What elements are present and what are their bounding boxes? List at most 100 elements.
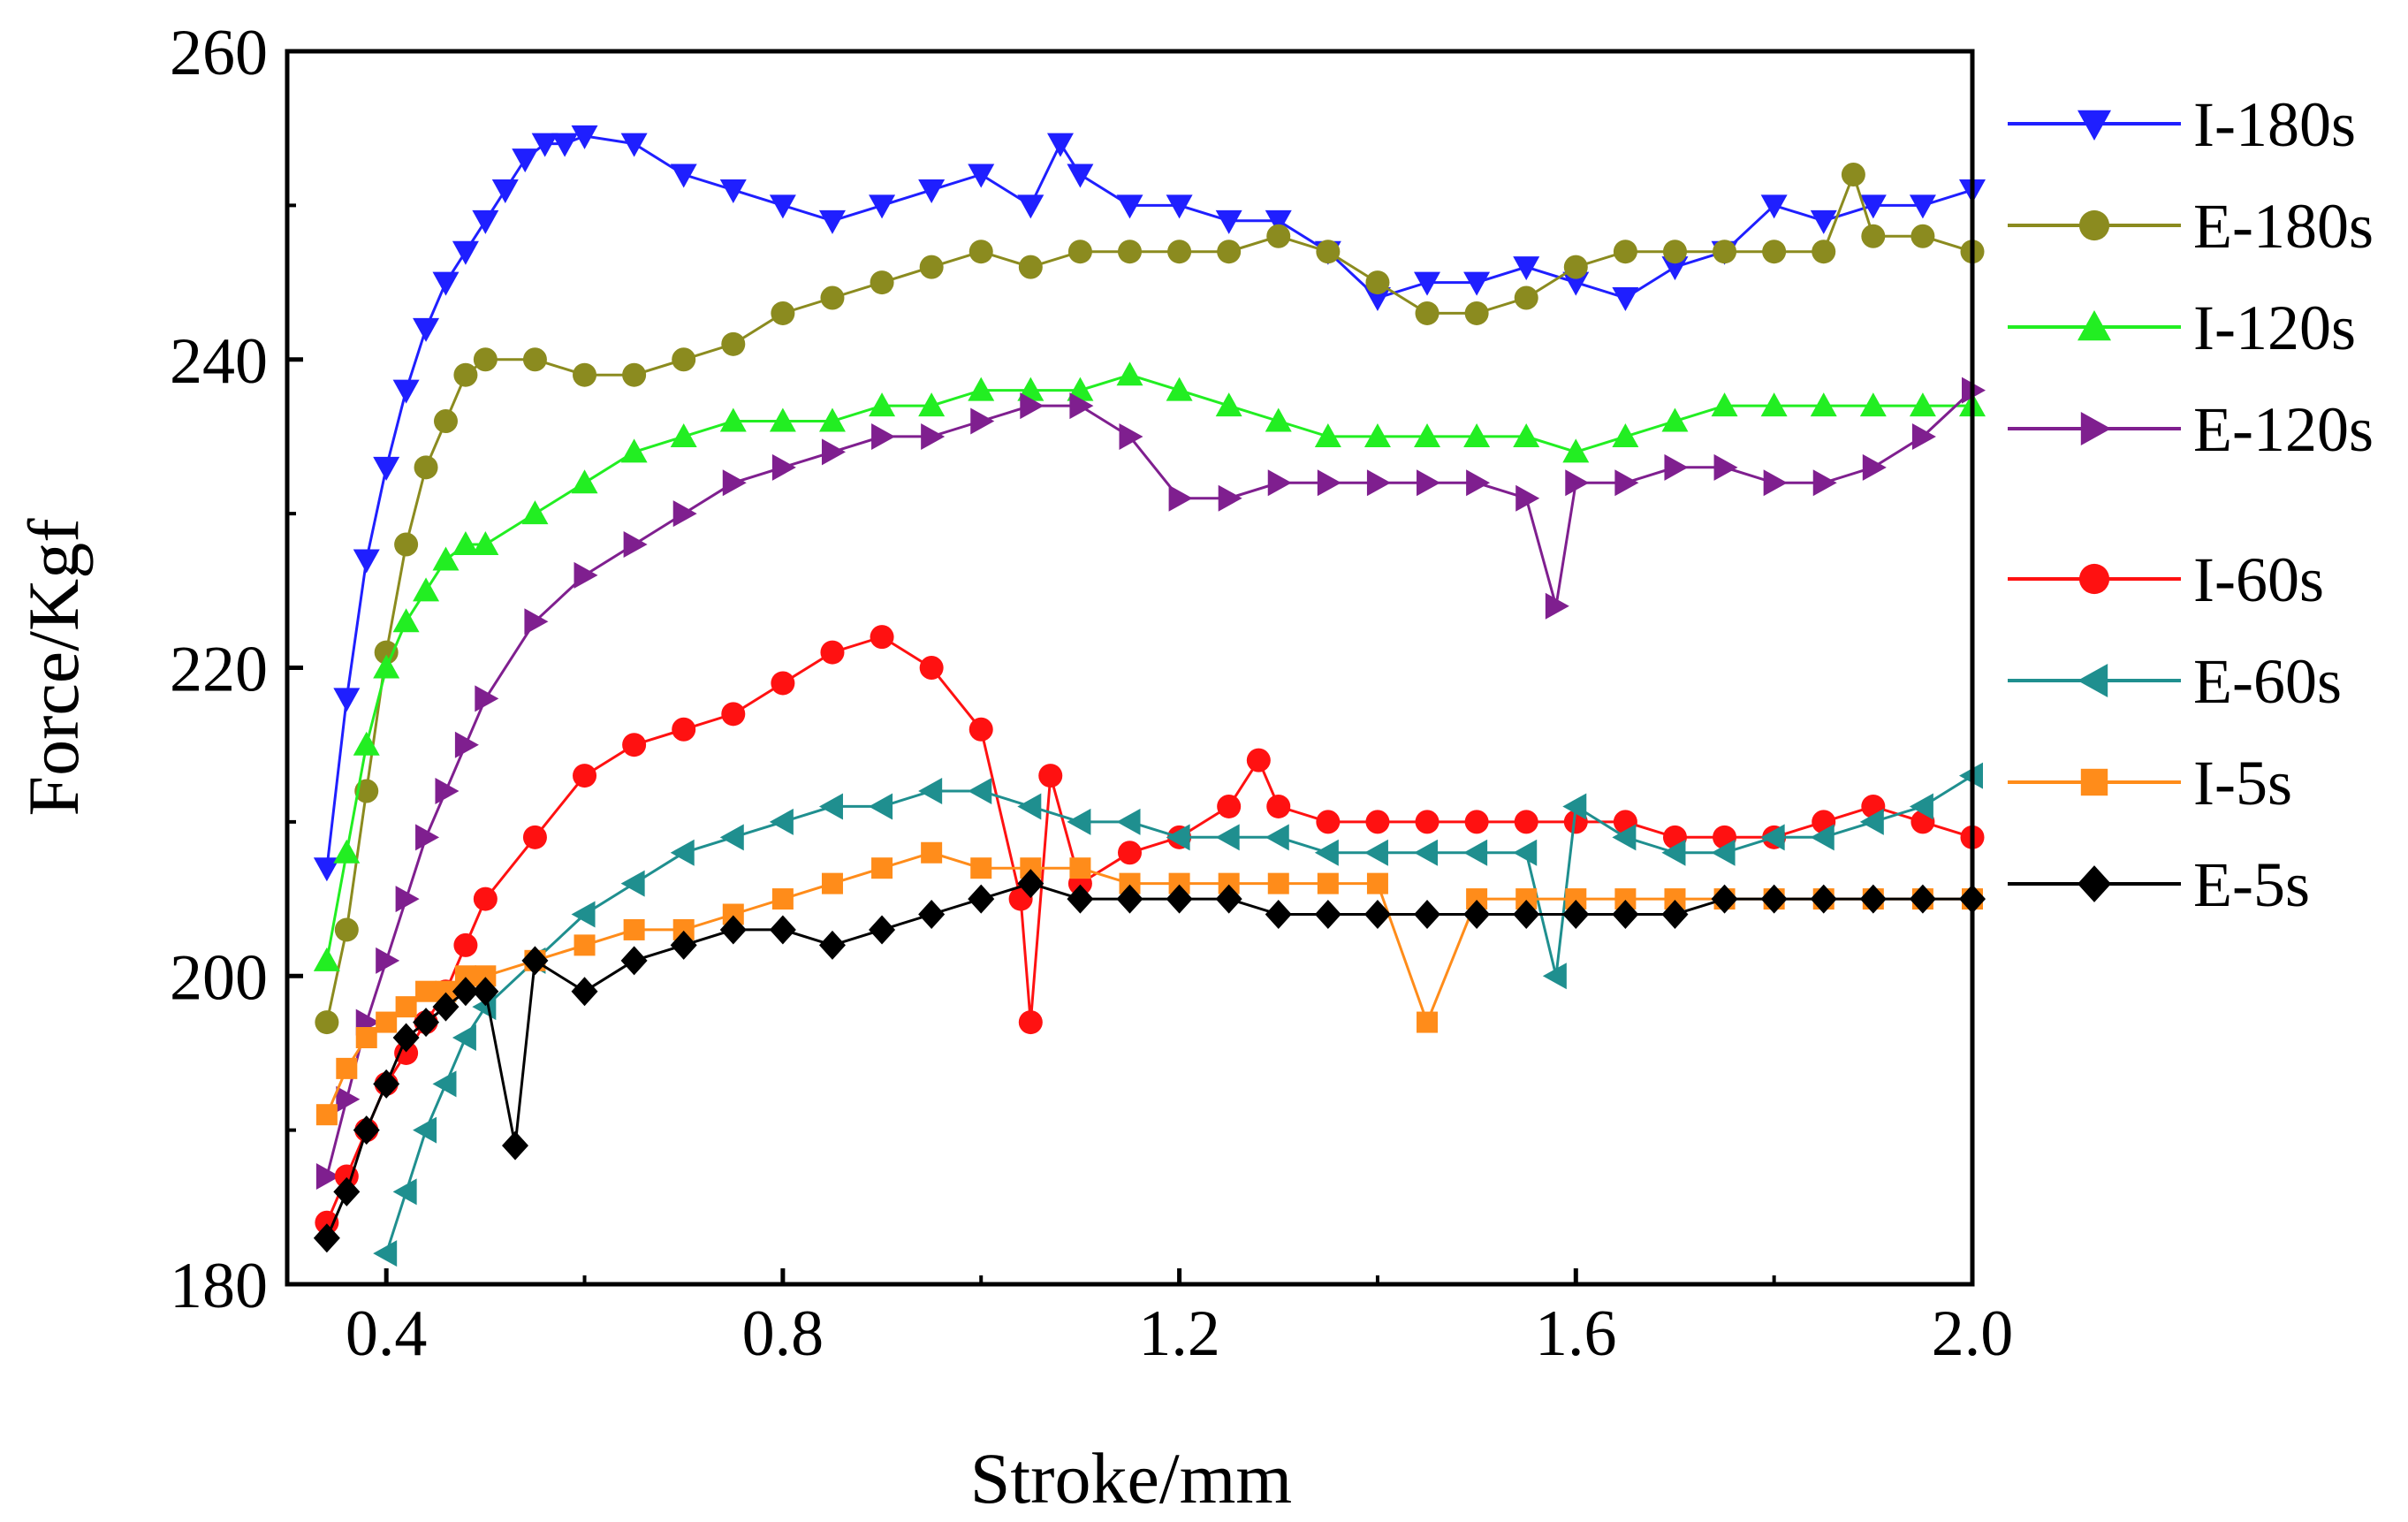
legend-item-E-120s: E-120s	[2008, 394, 2374, 465]
data-point	[1217, 240, 1242, 264]
data-point	[969, 240, 993, 264]
data-point	[1760, 884, 1788, 914]
data-point	[1067, 884, 1094, 914]
data-point	[1116, 884, 1143, 914]
legend-label: E-180s	[2193, 191, 2374, 262]
data-point	[1812, 240, 1836, 264]
data-point	[769, 915, 796, 945]
data-point	[1662, 240, 1687, 264]
data-point	[818, 209, 846, 234]
data-point	[1414, 422, 1441, 447]
data-point	[1118, 240, 1142, 264]
data-point	[1760, 194, 1788, 219]
x-axis-title: Stroke/mm	[970, 1438, 1292, 1518]
data-point	[574, 561, 598, 589]
data-point	[1463, 271, 1491, 296]
x-tick-label: 0.4	[346, 1298, 428, 1370]
data-point	[1514, 810, 1538, 834]
data-point	[623, 918, 645, 940]
data-point	[1414, 271, 1441, 296]
data-point	[1612, 287, 1639, 311]
data-point	[871, 857, 893, 879]
data-point	[1069, 392, 1094, 420]
data-point	[571, 469, 598, 494]
data-point	[918, 179, 946, 203]
data-point	[1515, 484, 1540, 512]
data-point	[1562, 793, 1587, 820]
data-point	[1910, 224, 1935, 248]
data-point	[869, 392, 896, 417]
data-point	[1514, 285, 1538, 310]
data-point	[313, 947, 340, 971]
data-point	[672, 500, 697, 528]
series-I-180s	[313, 125, 1986, 882]
data-point	[454, 731, 479, 758]
data-point	[415, 980, 437, 1002]
data-point	[1314, 839, 1339, 866]
data-point	[1810, 884, 1837, 914]
data-point	[1762, 240, 1787, 264]
legend-item-E-5s: E-5s	[2008, 849, 2310, 920]
data-point	[1861, 224, 1886, 248]
data-point	[1565, 469, 1590, 497]
data-point	[769, 194, 796, 219]
data-point	[1366, 469, 1391, 497]
data-point	[870, 270, 894, 295]
data-point	[1464, 301, 1489, 325]
series-layer	[313, 125, 1986, 1267]
data-point	[1909, 194, 1936, 219]
data-point	[573, 362, 597, 387]
data-point	[1018, 255, 1043, 279]
data-point	[918, 778, 943, 804]
data-point	[1664, 453, 1689, 481]
data-point	[921, 841, 943, 864]
data-point	[1366, 872, 1388, 894]
data-point	[571, 125, 598, 149]
data-point	[315, 1162, 340, 1190]
data-point	[1116, 361, 1143, 386]
data-point	[452, 240, 479, 265]
x-tick-label: 2.0	[1932, 1298, 2014, 1370]
data-point	[1215, 824, 1240, 851]
data-point	[771, 453, 796, 481]
legend-label: I-5s	[2193, 748, 2292, 818]
data-point	[1713, 240, 1737, 264]
y-tick-label: 200	[170, 941, 268, 1014]
data-point	[970, 857, 992, 879]
data-point	[313, 857, 340, 882]
data-point	[1364, 287, 1391, 311]
data-point	[1463, 422, 1491, 447]
data-point	[1909, 884, 1936, 914]
data-point	[415, 824, 440, 851]
data-point	[521, 946, 549, 976]
y-tick-label: 240	[170, 325, 268, 398]
legend-marker	[2078, 209, 2110, 241]
data-point	[821, 438, 846, 466]
data-point	[1760, 392, 1788, 417]
data-point	[769, 808, 794, 835]
data-point	[1513, 900, 1540, 929]
data-point	[1562, 271, 1590, 296]
legend-item-E-60s: E-60s	[2008, 646, 2342, 717]
data-point	[395, 996, 417, 1018]
data-point	[392, 1178, 417, 1206]
data-point	[433, 409, 458, 433]
legend-label: E-60s	[2193, 646, 2342, 717]
legend-marker	[2078, 664, 2108, 697]
data-point	[818, 793, 843, 820]
data-point	[1661, 407, 1689, 432]
x-tick-label: 0.8	[742, 1298, 824, 1370]
legend-item-I-120s: I-120s	[2008, 293, 2356, 363]
data-point	[1464, 810, 1489, 834]
data-point	[670, 422, 697, 447]
legend-marker	[2078, 865, 2111, 902]
data-point	[719, 824, 744, 851]
data-point	[336, 1085, 361, 1113]
data-point	[394, 532, 419, 557]
data-point	[969, 717, 993, 742]
data-point	[818, 930, 846, 960]
y-axis-title: Force/Kgf	[13, 518, 94, 817]
data-point	[521, 500, 549, 525]
data-point	[869, 793, 893, 820]
data-point	[453, 932, 478, 957]
